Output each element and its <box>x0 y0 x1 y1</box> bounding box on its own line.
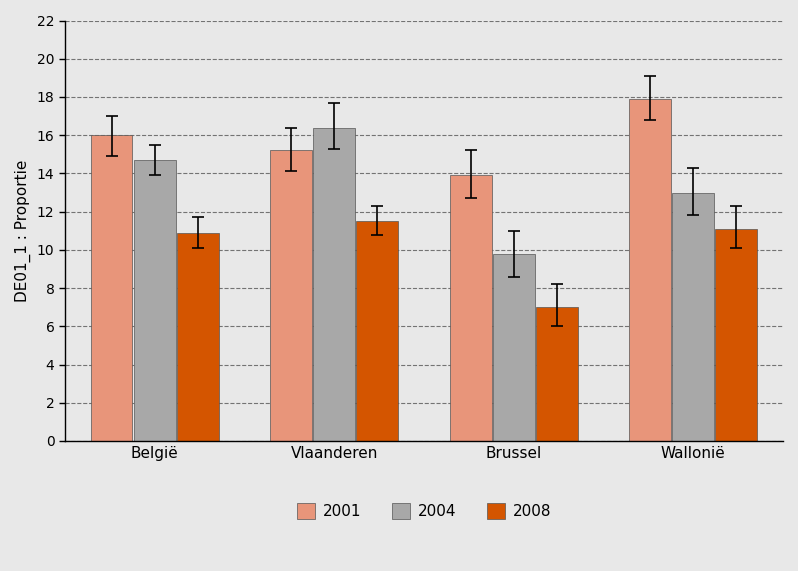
Bar <box>630 99 671 441</box>
Bar <box>91 135 132 441</box>
Bar <box>450 175 492 441</box>
Bar <box>536 307 578 441</box>
Y-axis label: DE01_1 : Proportie: DE01_1 : Proportie <box>15 159 31 302</box>
Bar <box>271 151 312 441</box>
Bar <box>134 160 176 441</box>
Bar <box>357 221 398 441</box>
Legend: 2001, 2004, 2008: 2001, 2004, 2008 <box>297 503 551 519</box>
Bar <box>314 127 355 441</box>
Bar <box>716 229 757 441</box>
Bar <box>673 192 714 441</box>
Bar <box>493 254 535 441</box>
Bar <box>177 232 219 441</box>
